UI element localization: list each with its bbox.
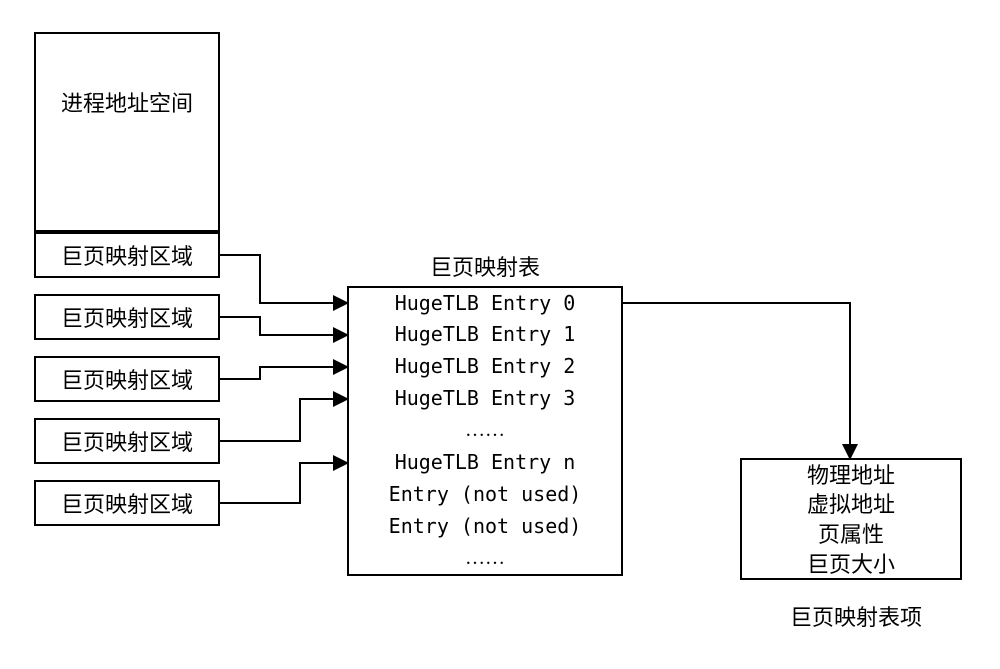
entry-label: Entry (not used) [389, 514, 582, 538]
address-space-title: 进程地址空间 [61, 86, 193, 118]
detail-3: 巨页大小 [740, 548, 962, 580]
address-space-blank-box [34, 170, 220, 232]
region-4: 巨页映射区域 [34, 480, 220, 526]
arrow-region1-entry1 [220, 317, 347, 335]
entry-3: HugeTLB Entry 3 [347, 382, 623, 416]
region-1: 巨页映射区域 [34, 294, 220, 340]
entry-label: …… [465, 419, 505, 442]
region-3: 巨页映射区域 [34, 418, 220, 464]
mapping-table-title: 巨页映射表 [430, 250, 540, 282]
detail-label: 巨页大小 [807, 547, 895, 579]
entry-7: Entry (not used) [347, 510, 623, 544]
arrow-entry0-detail [623, 303, 850, 458]
entry-label: HugeTLB Entry 1 [395, 322, 576, 346]
arrow-region2-entry2 [220, 367, 347, 379]
region-label: 巨页映射区域 [61, 487, 193, 519]
entry-label: HugeTLB Entry 3 [395, 386, 576, 410]
region-label: 巨页映射区域 [61, 301, 193, 333]
detail-label: 页属性 [818, 517, 884, 549]
entry-label: HugeTLB Entry 2 [395, 354, 576, 378]
region-label: 巨页映射区域 [61, 425, 193, 457]
arrow-region3-entry3 [220, 399, 347, 441]
entry-label: Entry (not used) [389, 482, 582, 506]
detail-label: 物理地址 [807, 458, 895, 490]
region-label: 巨页映射区域 [61, 363, 193, 395]
region-label: 巨页映射区域 [61, 239, 193, 271]
entry-0: HugeTLB Entry 0 [347, 286, 623, 320]
arrow-region0-entry0 [220, 255, 347, 303]
entry-5: HugeTLB Entry n [347, 446, 623, 480]
entry-6: Entry (not used) [347, 478, 623, 512]
detail-2: 页属性 [740, 518, 962, 550]
detail-label: 虚拟地址 [807, 487, 895, 519]
entry-4: …… [347, 414, 623, 448]
address-space-title-box: 进程地址空间 [34, 32, 220, 172]
entry-detail-title: 巨页映射表项 [790, 600, 922, 632]
entry-8: …… [347, 542, 623, 576]
entry-1: HugeTLB Entry 1 [347, 318, 623, 352]
region-2: 巨页映射区域 [34, 356, 220, 402]
detail-1: 虚拟地址 [740, 488, 962, 520]
entry-2: HugeTLB Entry 2 [347, 350, 623, 384]
entry-label: HugeTLB Entry 0 [395, 291, 576, 315]
entry-label: HugeTLB Entry n [395, 450, 576, 474]
detail-0: 物理地址 [740, 458, 962, 490]
diagram-canvas: 进程地址空间 巨页映射区域 巨页映射区域 巨页映射区域 巨页映射区域 巨页映射区… [0, 0, 1000, 669]
region-0: 巨页映射区域 [34, 232, 220, 278]
arrow-region4-entryn [220, 463, 347, 503]
entry-label: …… [465, 547, 505, 570]
